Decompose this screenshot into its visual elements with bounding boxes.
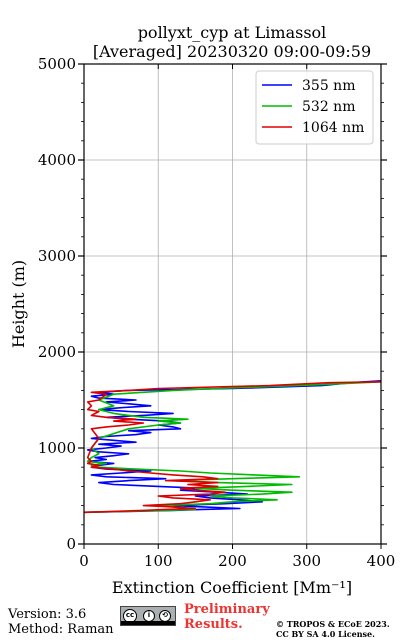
legend: 355 nm 532 nm 1064 nm — [255, 70, 374, 145]
chart-title: pollyxt_cyp at Limassol — [138, 23, 327, 42]
x-tick-label: 0 — [79, 552, 89, 570]
version-label: Version: 3.6 — [8, 607, 87, 622]
y-tick-label: 3000 — [38, 247, 76, 265]
chart-subtitle: [Averaged] 20230320 09:00-09:59 — [93, 42, 371, 61]
legend-label-2: 532 nm — [302, 99, 355, 115]
preliminary-line1: Preliminary — [184, 602, 270, 617]
method-label: Method: Raman — [8, 622, 114, 637]
x-tick-label: 400 — [367, 552, 396, 570]
x-axis-label: Extinction Coefficient [Mm⁻¹] — [112, 578, 352, 597]
legend-label-1: 355 nm — [302, 78, 355, 94]
y-tick-label: 0 — [66, 535, 76, 553]
preliminary-note: Preliminary Results. — [184, 602, 270, 632]
y-axis-label: Height (m) — [9, 260, 28, 348]
x-tick-label: 200 — [218, 552, 247, 570]
y-tick-label: 4000 — [38, 151, 76, 169]
preliminary-line2: Results. — [184, 617, 243, 632]
series-line-2 — [83, 381, 382, 514]
series-line-3 — [83, 381, 382, 514]
legend-label-3: 1064 nm — [302, 120, 364, 136]
x-tick-label: 300 — [292, 552, 321, 570]
y-tick-label: 2000 — [38, 343, 76, 361]
copyright-line1: © TROPOS & ECoE 2023. — [276, 619, 390, 629]
x-tick-label: 100 — [144, 552, 173, 570]
legend-box — [255, 70, 374, 145]
badge-strip — [121, 621, 175, 625]
extinction-profile-chart: pollyxt_cyp at Limassol [Averaged] 20230… — [9, 23, 396, 597]
copyright-line2: CC BY SA 4.0 License. — [276, 629, 375, 639]
cc-license-badge: cc i ⟲ — [120, 606, 176, 626]
copyright-note: © TROPOS & ECoE 2023. CC BY SA 4.0 Licen… — [276, 619, 390, 639]
y-tick-label: 1000 — [38, 439, 76, 457]
y-tick-label: 5000 — [38, 55, 76, 73]
plot-area — [83, 380, 382, 514]
